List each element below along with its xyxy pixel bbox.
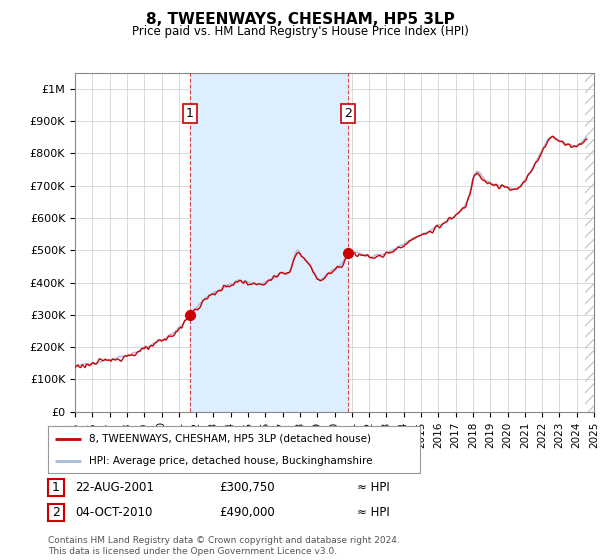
Text: 2: 2 xyxy=(344,107,352,120)
Text: 2: 2 xyxy=(52,506,60,519)
Bar xyxy=(586,73,594,412)
Text: £490,000: £490,000 xyxy=(219,506,275,519)
Text: Contains HM Land Registry data © Crown copyright and database right 2024.
This d: Contains HM Land Registry data © Crown c… xyxy=(48,536,400,556)
Text: 04-OCT-2010: 04-OCT-2010 xyxy=(75,506,152,519)
Text: 22-AUG-2001: 22-AUG-2001 xyxy=(75,480,154,494)
Text: HPI: Average price, detached house, Buckinghamshire: HPI: Average price, detached house, Buck… xyxy=(89,456,373,466)
Text: ≈ HPI: ≈ HPI xyxy=(357,480,390,494)
Text: Price paid vs. HM Land Registry's House Price Index (HPI): Price paid vs. HM Land Registry's House … xyxy=(131,25,469,38)
Bar xyxy=(190,73,348,412)
Text: ≈ HPI: ≈ HPI xyxy=(357,506,390,519)
Text: 1: 1 xyxy=(52,480,60,494)
Text: 1: 1 xyxy=(186,107,194,120)
Text: 8, TWEENWAYS, CHESHAM, HP5 3LP (detached house): 8, TWEENWAYS, CHESHAM, HP5 3LP (detached… xyxy=(89,434,371,444)
Text: 8, TWEENWAYS, CHESHAM, HP5 3LP: 8, TWEENWAYS, CHESHAM, HP5 3LP xyxy=(146,12,454,27)
Text: £300,750: £300,750 xyxy=(219,480,275,494)
